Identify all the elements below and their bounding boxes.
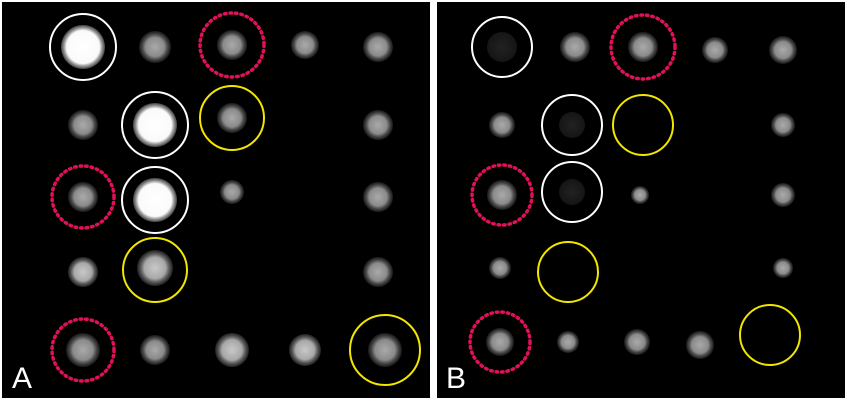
- spot: [133, 103, 177, 147]
- spot: [559, 112, 585, 138]
- spot: [486, 328, 514, 356]
- spot: [487, 32, 517, 62]
- figure: A B: [0, 0, 847, 400]
- spot: [686, 331, 714, 359]
- spot: [139, 31, 171, 63]
- spot: [631, 186, 649, 204]
- spot: [68, 110, 98, 140]
- spot: [771, 113, 795, 137]
- spot: [559, 179, 585, 205]
- spot: [66, 333, 100, 367]
- spot: [560, 32, 590, 62]
- spot: [487, 180, 517, 210]
- panel-label: B: [446, 362, 466, 395]
- spot: [363, 32, 393, 62]
- spot: [489, 112, 515, 138]
- spot: [68, 182, 98, 212]
- spot: [624, 329, 650, 355]
- spot: [771, 183, 795, 207]
- spot: [368, 333, 402, 367]
- spot: [133, 178, 177, 222]
- spot: [363, 182, 393, 212]
- spot: [557, 331, 579, 353]
- spot: [769, 36, 797, 64]
- spot: [217, 103, 247, 133]
- spot: [702, 37, 728, 63]
- spot: [140, 335, 170, 365]
- spot: [291, 31, 319, 59]
- spot: [215, 333, 249, 367]
- spot: [289, 334, 321, 366]
- spot: [773, 258, 793, 278]
- spot: [68, 257, 98, 287]
- spot: [61, 25, 105, 69]
- panel-label: A: [12, 362, 32, 395]
- spot: [363, 110, 393, 140]
- spot: [489, 257, 511, 279]
- spot: [628, 32, 658, 62]
- spot: [363, 257, 393, 287]
- spot: [220, 180, 244, 204]
- spot: [137, 250, 173, 286]
- spot: [217, 30, 247, 60]
